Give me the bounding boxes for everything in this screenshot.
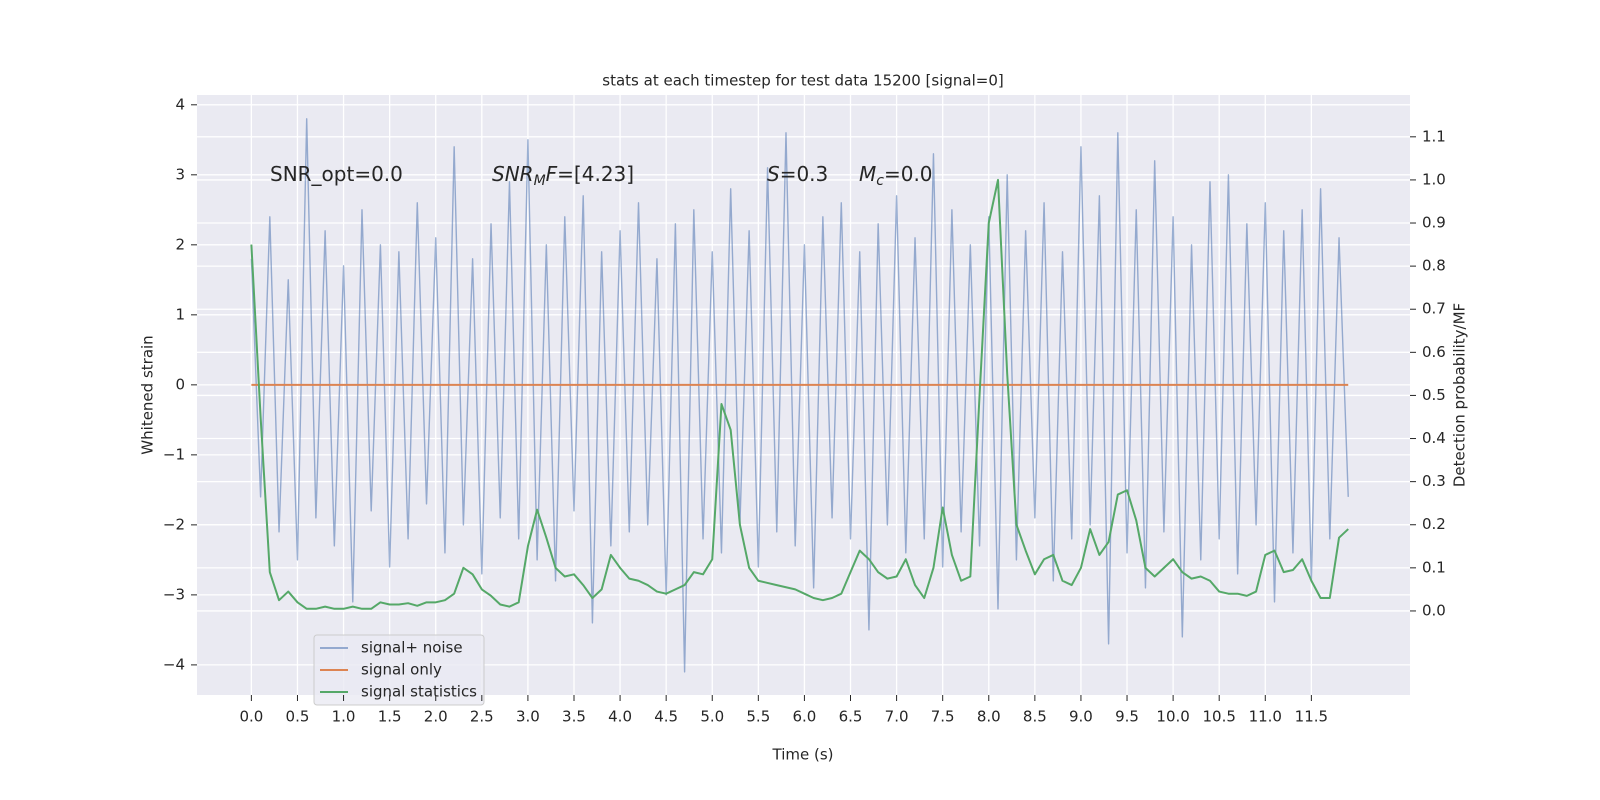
y-tick-label: 0 (175, 375, 185, 393)
y2-tick-label: 0.4 (1422, 429, 1446, 447)
annotation-text: S (767, 162, 780, 186)
x-tick-label: 9.0 (1069, 708, 1093, 726)
x-tick-label: 0.5 (286, 708, 310, 726)
x-tick-label: 4.5 (654, 708, 678, 726)
x-tick-label: 7.5 (931, 708, 955, 726)
annotation-text: M (859, 162, 876, 186)
x-tick-label: 7.0 (885, 708, 909, 726)
series-line (250, 118, 1349, 673)
x-tick-label: 11.5 (1295, 708, 1328, 726)
legend: signal+ noise signal only signal statistic… (313, 634, 485, 706)
x-tick-label: 0.0 (239, 708, 263, 726)
annotation-subscript: M (534, 173, 546, 189)
y2-tick-label: 0.0 (1422, 601, 1446, 619)
x-tick-label: 8.0 (977, 708, 1001, 726)
y2-tick-label: 1.1 (1422, 127, 1446, 145)
x-tick-label: 10.5 (1202, 708, 1235, 726)
annotation-text: =[4.23] (557, 162, 634, 186)
annotation-text: =0.3 (780, 162, 829, 186)
y2-tick-label: 0.5 (1422, 386, 1446, 404)
x-axis-label: Time (s) (772, 746, 834, 764)
legend-label: signal+ noise (361, 639, 463, 657)
legend-box (313, 634, 485, 706)
annotation: Mc=0.0 (859, 162, 933, 190)
lines (250, 118, 1349, 673)
x-tick-label: 3.5 (562, 708, 586, 726)
y2-tick-label: 0.8 (1422, 257, 1446, 275)
legend-label: signal only (361, 661, 442, 679)
y-axis-label: Whitened strain (139, 335, 157, 454)
x-tick-label: 4.0 (608, 708, 632, 726)
x-tick-label: 5.0 (700, 708, 724, 726)
x-tick-label: 5.5 (746, 708, 770, 726)
y-tick-label: 1 (175, 305, 185, 323)
chart-title: stats at each timestep for test data 152… (602, 72, 1003, 90)
x-tick-label: 6.5 (839, 708, 863, 726)
y2-tick-label: 0.9 (1422, 214, 1446, 232)
series-line (250, 178, 1349, 610)
annotation-text: F (546, 162, 558, 186)
x-tick-label: 3.0 (516, 708, 540, 726)
legend-label: signal statistics (361, 683, 477, 701)
y2-tick-label: 0.3 (1422, 472, 1446, 490)
y-tick-label: −4 (163, 655, 185, 673)
y2-tick-label: 0.2 (1422, 515, 1446, 533)
annotation: SNRMF=[4.23] (492, 162, 634, 190)
x-tick-label: 10.0 (1156, 708, 1189, 726)
annotation: SNR_opt=0.0 (270, 162, 403, 186)
y-tick-label: 3 (175, 165, 185, 183)
x-tick-label: 6.0 (792, 708, 816, 726)
y-tick-label: −1 (163, 445, 185, 463)
x-tick-label: 1.5 (378, 708, 402, 726)
y-tick-label: 4 (175, 95, 185, 113)
annotation-text: =0.0 (884, 162, 933, 186)
annotation-subscript: c (876, 173, 884, 189)
x-tick-label: 8.5 (1023, 708, 1047, 726)
annotation: S=0.3 (767, 162, 828, 186)
y-tick-label: 2 (175, 235, 185, 253)
annotation-text: SNR (492, 162, 534, 186)
x-tick-label: 1.0 (332, 708, 356, 726)
x-tick-label: 2.5 (470, 708, 494, 726)
x-tick-label: 2.0 (424, 708, 448, 726)
y-tick-label: −3 (163, 585, 185, 603)
y2-tick-label: 0.1 (1422, 558, 1446, 576)
x-tick-label: 11.0 (1249, 708, 1282, 726)
y2-tick-label: 0.7 (1422, 300, 1446, 318)
y-tick-label: −2 (163, 515, 185, 533)
annotation-text: SNR_opt=0.0 (270, 162, 403, 186)
y2-tick-label: 0.6 (1422, 343, 1446, 361)
y2-axis-label: Detection probability/MF (1451, 303, 1469, 487)
x-tick-label: 9.5 (1115, 708, 1139, 726)
y2-tick-label: 1.0 (1422, 170, 1446, 188)
